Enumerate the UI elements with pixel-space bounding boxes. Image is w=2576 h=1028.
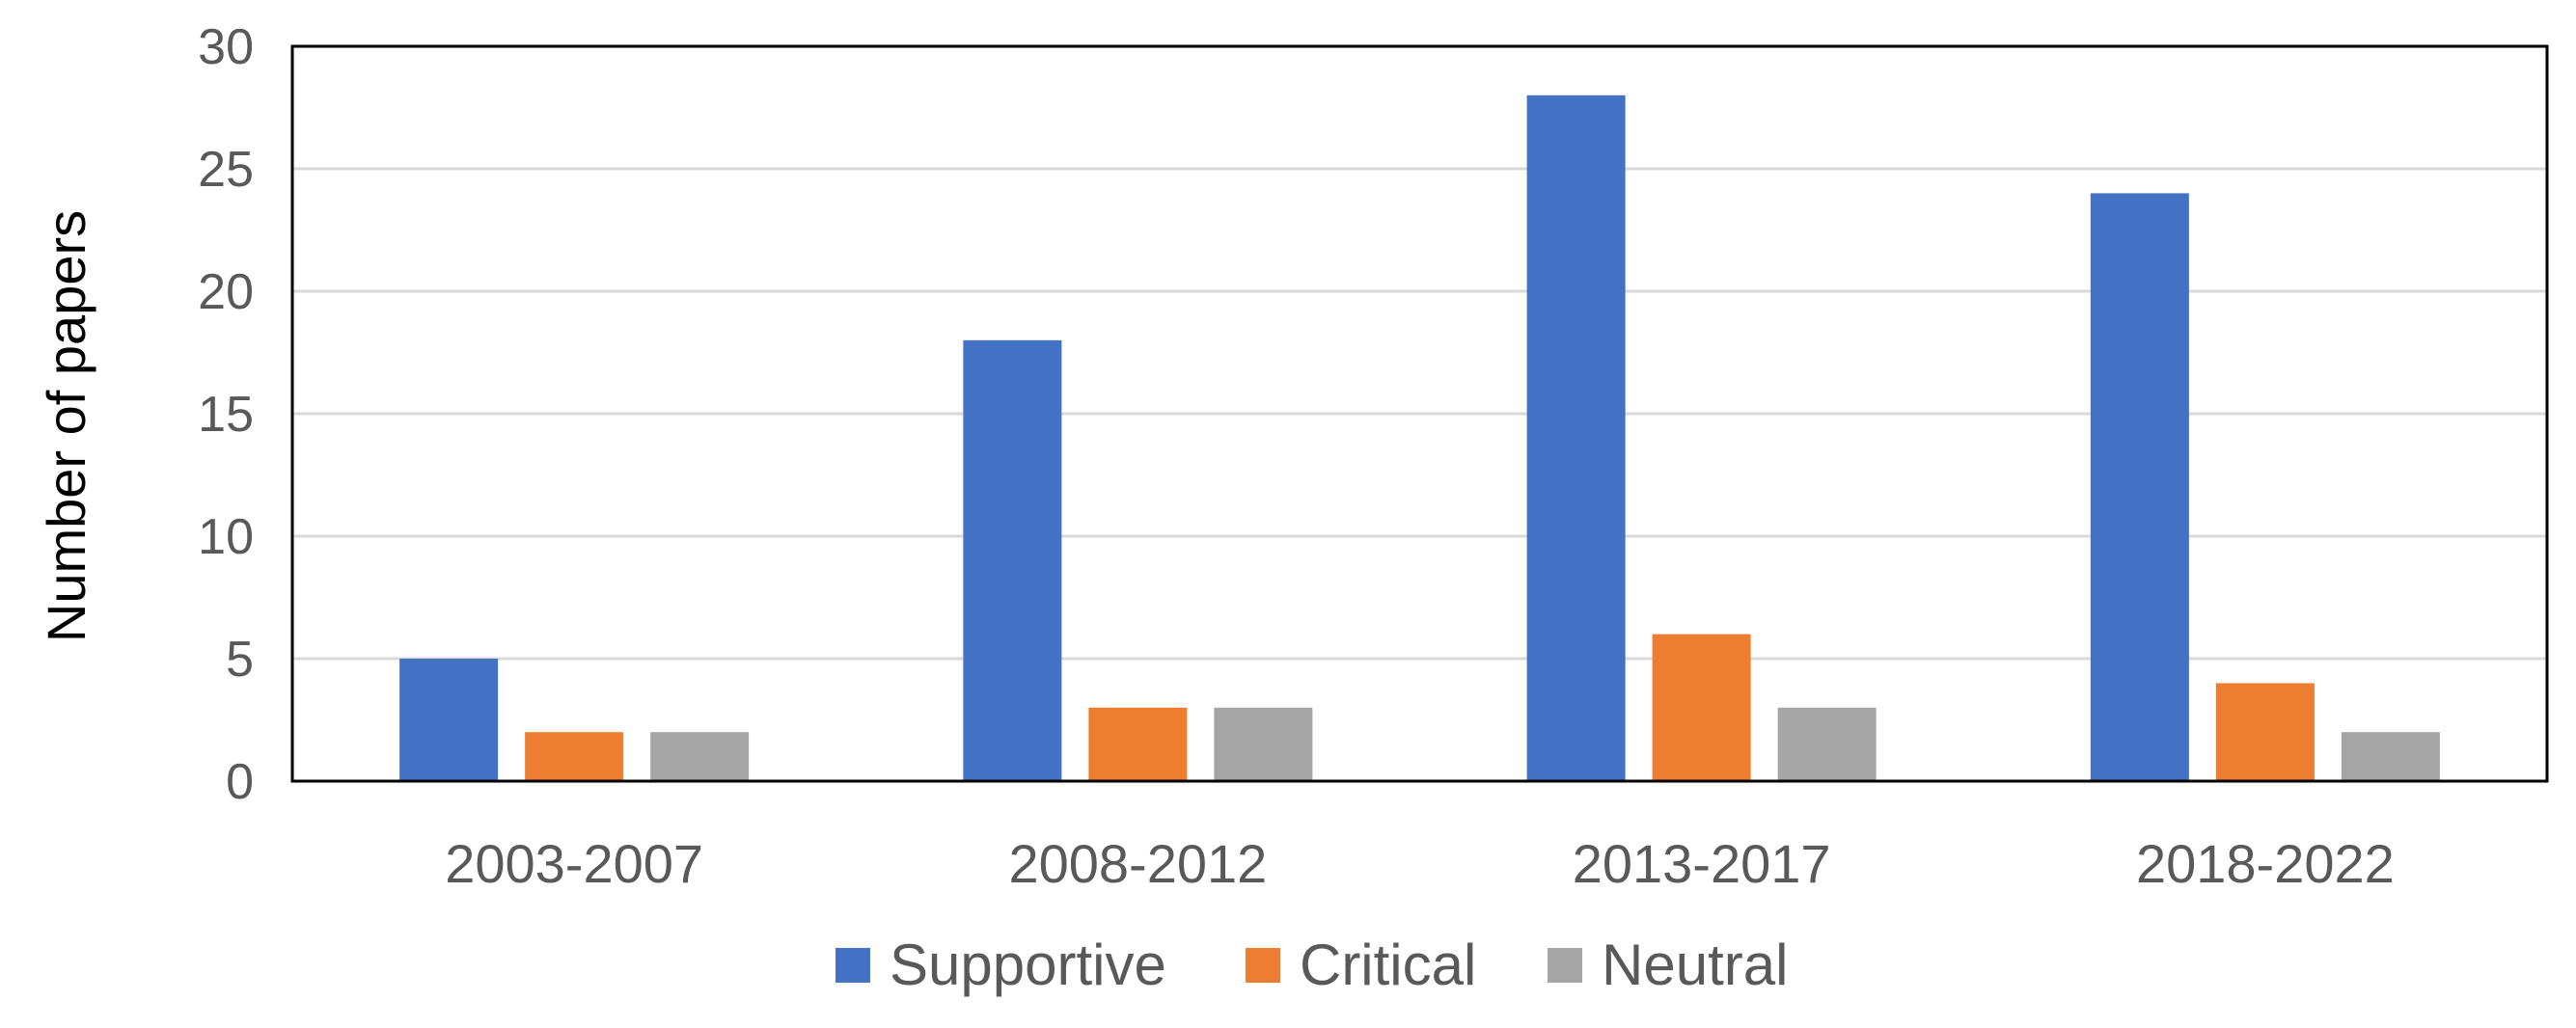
bar-neutral-2018-2022 bbox=[2341, 732, 2440, 781]
x-category-label: 2003-2007 bbox=[445, 833, 703, 894]
bar-supportive-2003-2007 bbox=[399, 659, 499, 781]
x-category-label: 2008-2012 bbox=[1008, 833, 1267, 894]
y-tick-label: 0 bbox=[226, 754, 254, 810]
legend: Supportive Critical Neutral bbox=[836, 933, 1788, 997]
y-axis-label: Number of papers bbox=[36, 210, 96, 642]
y-tick-label: 15 bbox=[198, 387, 254, 443]
bar-supportive-2013-2017 bbox=[1526, 95, 1626, 782]
bar-critical-2013-2017 bbox=[1652, 634, 1751, 781]
axes bbox=[290, 44, 2549, 783]
y-tick-label: 10 bbox=[198, 509, 254, 565]
bar-critical-2018-2022 bbox=[2215, 683, 2315, 781]
y-tick-label: 20 bbox=[198, 264, 254, 320]
bar-supportive-2008-2012 bbox=[963, 339, 1062, 781]
plot-frame bbox=[290, 44, 2549, 783]
legend-label: Supportive bbox=[890, 933, 1166, 997]
bar-neutral-2013-2017 bbox=[1777, 707, 1877, 781]
legend-item-critical: Critical bbox=[1246, 933, 1476, 997]
legend-swatch bbox=[1548, 948, 1582, 983]
x-category-label: 2018-2022 bbox=[2136, 833, 2395, 894]
y-tick-label: 25 bbox=[198, 142, 254, 198]
y-tick-labels: 0 5 10 15 20 25 30 bbox=[198, 19, 254, 810]
legend-label: Neutral bbox=[1602, 933, 1788, 997]
legend-swatch bbox=[836, 948, 870, 983]
bar-supportive-2018-2022 bbox=[2090, 193, 2189, 781]
legend-swatch bbox=[1246, 948, 1280, 983]
legend-item-neutral: Neutral bbox=[1548, 933, 1788, 997]
x-category-labels: 2003-2007 2008-2012 2013-2017 2018-2022 bbox=[445, 833, 2395, 894]
bar-neutral-2003-2007 bbox=[650, 732, 750, 781]
y-tick-label: 30 bbox=[198, 19, 254, 75]
x-category-label: 2013-2017 bbox=[1573, 833, 1831, 894]
legend-label: Critical bbox=[1300, 933, 1476, 997]
gridlines bbox=[292, 167, 2547, 661]
bar-critical-2008-2012 bbox=[1088, 707, 1188, 781]
legend-item-supportive: Supportive bbox=[836, 933, 1166, 997]
bars bbox=[292, 95, 2547, 783]
bar-neutral-2008-2012 bbox=[1214, 707, 1313, 781]
bar-critical-2003-2007 bbox=[525, 732, 624, 781]
y-tick-label: 5 bbox=[226, 632, 254, 688]
